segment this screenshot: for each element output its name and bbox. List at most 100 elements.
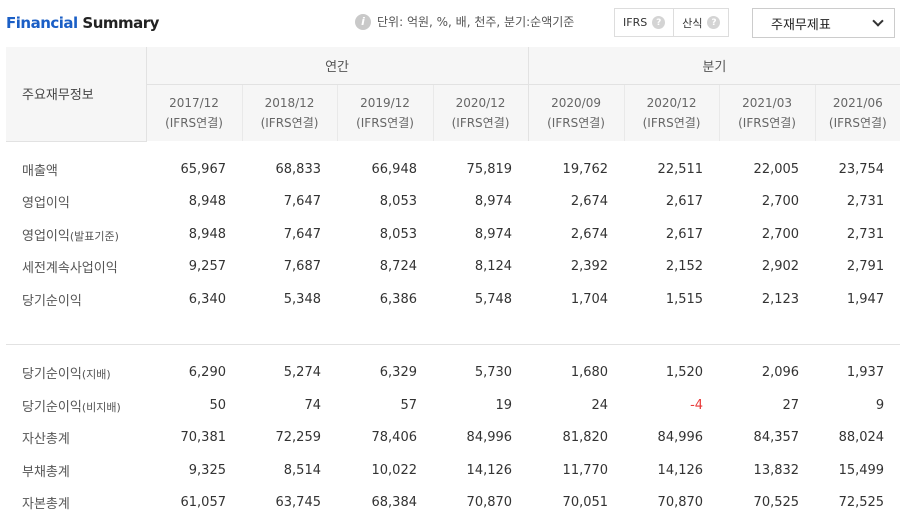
value-cell: 70,870 xyxy=(657,495,704,511)
value-cell: 10,022 xyxy=(371,462,418,478)
value-cell: 2,123 xyxy=(761,291,800,307)
group-header-quarterly: 분기 xyxy=(527,47,901,85)
row-label[interactable]: 영업이익 xyxy=(6,186,146,219)
basis-label: (IFRS연결) xyxy=(260,115,319,130)
help-icon[interactable]: ? xyxy=(652,16,666,29)
value-cell: 61,057 xyxy=(180,495,227,511)
value-cell: 22,511 xyxy=(657,161,704,177)
value-cell: 2,791 xyxy=(846,259,885,275)
spacer-row xyxy=(6,345,900,357)
value-cell: 1,704 xyxy=(570,291,609,307)
value-cell: 1,515 xyxy=(665,291,704,307)
basis-label: (IFRS연결) xyxy=(547,115,605,130)
info-icon[interactable]: i xyxy=(355,13,371,30)
row-label[interactable]: 영업이익(발표기준) xyxy=(6,218,146,251)
value-cell: 8,724 xyxy=(379,259,417,275)
value-cell: 7,687 xyxy=(283,259,321,275)
row-label[interactable]: 자본총계 xyxy=(6,487,146,512)
statement-select[interactable]: 주재무제표 xyxy=(752,8,895,38)
period-label: 2021/06 xyxy=(832,95,883,110)
value-cell: 75,819 xyxy=(466,161,513,177)
row-label-text: 당기순이익 xyxy=(22,293,82,309)
group-header-annual: 연간 xyxy=(145,47,529,85)
table-row: 부채총계 9,325 8,514 10,022 14,126 11,770 14,126 13… xyxy=(6,454,900,487)
value-cell: 84,996 xyxy=(466,430,513,446)
row-label[interactable]: 자산총계 xyxy=(6,422,146,455)
value-cell: -4 xyxy=(690,397,704,413)
value-cell: 9,325 xyxy=(188,462,226,478)
value-cell: 2,392 xyxy=(570,259,609,275)
value-cell: 5,274 xyxy=(283,365,321,381)
table-row: 자산총계 70,381 72,259 78,406 84,996 81,820 84,996… xyxy=(6,422,900,455)
row-label[interactable]: 당기순이익 xyxy=(6,283,146,316)
row-label[interactable]: 당기순이익(지배) xyxy=(6,357,146,390)
formula-toggle-button[interactable]: 산식 ? xyxy=(673,9,728,36)
value-cell: 2,152 xyxy=(665,259,704,275)
value-cell: 1,947 xyxy=(846,291,885,307)
corner-header: 주요재무정보 xyxy=(6,47,146,142)
column-header: 2021/03 (IFRS연결) xyxy=(718,84,816,141)
statement-select-value: 주재무제표 xyxy=(771,17,831,33)
value-cell: 50 xyxy=(209,397,226,413)
help-icon[interactable]: ? xyxy=(707,16,721,29)
row-label-text: 자본총계 xyxy=(22,497,70,512)
row-label-text: 자산총계 xyxy=(22,432,70,448)
row-label-text: 부채총계 xyxy=(22,464,70,480)
value-cell: 8,974 xyxy=(474,226,513,242)
value-cell: 72,259 xyxy=(275,430,322,446)
row-label[interactable]: 부채총계 xyxy=(6,454,146,487)
value-cell: 7,647 xyxy=(283,226,321,242)
row-label-text: 영업이익 xyxy=(22,228,70,244)
spacer-row xyxy=(6,315,901,345)
value-cell: 65,967 xyxy=(180,161,227,177)
value-cell: 2,096 xyxy=(761,365,800,381)
page-title: Financial Summary xyxy=(6,14,159,32)
value-cell: 2,731 xyxy=(846,194,885,210)
period-label: 2020/12 xyxy=(646,95,697,110)
row-label[interactable]: 매출액 xyxy=(6,153,146,186)
value-cell: 2,731 xyxy=(846,226,885,242)
row-label[interactable]: 당기순이익(비지배) xyxy=(6,389,146,422)
ifrs-toggle-button[interactable]: IFRS ? xyxy=(615,9,673,36)
period-label: 2018/12 xyxy=(264,95,315,110)
value-cell: 68,384 xyxy=(371,495,418,511)
value-cell: 5,348 xyxy=(283,291,321,307)
basis-label: (IFRS연결) xyxy=(356,115,414,130)
value-cell: 70,051 xyxy=(562,495,609,511)
row-label-sub: (발표기준) xyxy=(69,229,119,243)
financial-summary-table: 주요재무정보 연간 분기 2017/12 (IFRS연결) 2018/12 (IFRS… xyxy=(6,47,901,512)
value-cell: 15,499 xyxy=(838,462,885,478)
value-cell: 1,937 xyxy=(846,365,885,381)
row-label-text: 당기순이익 xyxy=(22,367,82,383)
value-cell: 5,748 xyxy=(474,291,513,307)
basis-label: (IFRS연결) xyxy=(828,115,887,130)
unit-note: 단위: 억원, %, 배, 천주, 분기:순액기준 xyxy=(377,15,575,29)
value-cell: 84,996 xyxy=(657,430,704,446)
value-cell: 6,340 xyxy=(188,291,226,307)
table-row: 영업이익(발표기준) 8,948 7,647 8,053 8,974 2,674 2,617… xyxy=(6,218,900,251)
value-cell: 70,525 xyxy=(753,495,800,511)
value-cell: 6,386 xyxy=(379,291,417,307)
column-header: 2020/12 (IFRS연결) xyxy=(623,84,720,141)
row-label[interactable]: 세전계속사업이익 xyxy=(6,251,146,284)
row-label-text: 매출액 xyxy=(22,163,58,179)
period-label: 2021/03 xyxy=(742,95,792,110)
value-cell: 81,820 xyxy=(562,430,609,446)
value-cell: 8,948 xyxy=(188,226,226,242)
basis-label: (IFRS연결) xyxy=(642,115,701,130)
value-cell: 78,406 xyxy=(371,430,418,446)
value-cell: 19,762 xyxy=(562,161,609,177)
value-cell: 22,005 xyxy=(753,161,800,177)
table-row: 영업이익 8,948 7,647 8,053 8,974 2,674 2,617 2,700 2… xyxy=(6,186,900,219)
row-label-text: 영업이익 xyxy=(22,196,70,212)
value-cell: 23,754 xyxy=(838,161,885,177)
value-cell: 13,832 xyxy=(753,462,800,478)
row-label-text: 당기순이익 xyxy=(22,399,82,415)
row-label-sub: (지배) xyxy=(81,368,111,382)
header-row-groups: 주요재무정보 연간 분기 xyxy=(6,47,901,142)
value-cell: 2,902 xyxy=(761,259,800,275)
period-label: 2017/12 xyxy=(169,95,219,110)
spacer-cell xyxy=(6,141,900,153)
row-label-text: 세전계속사업이익 xyxy=(22,261,118,277)
value-cell: 2,674 xyxy=(570,194,609,210)
